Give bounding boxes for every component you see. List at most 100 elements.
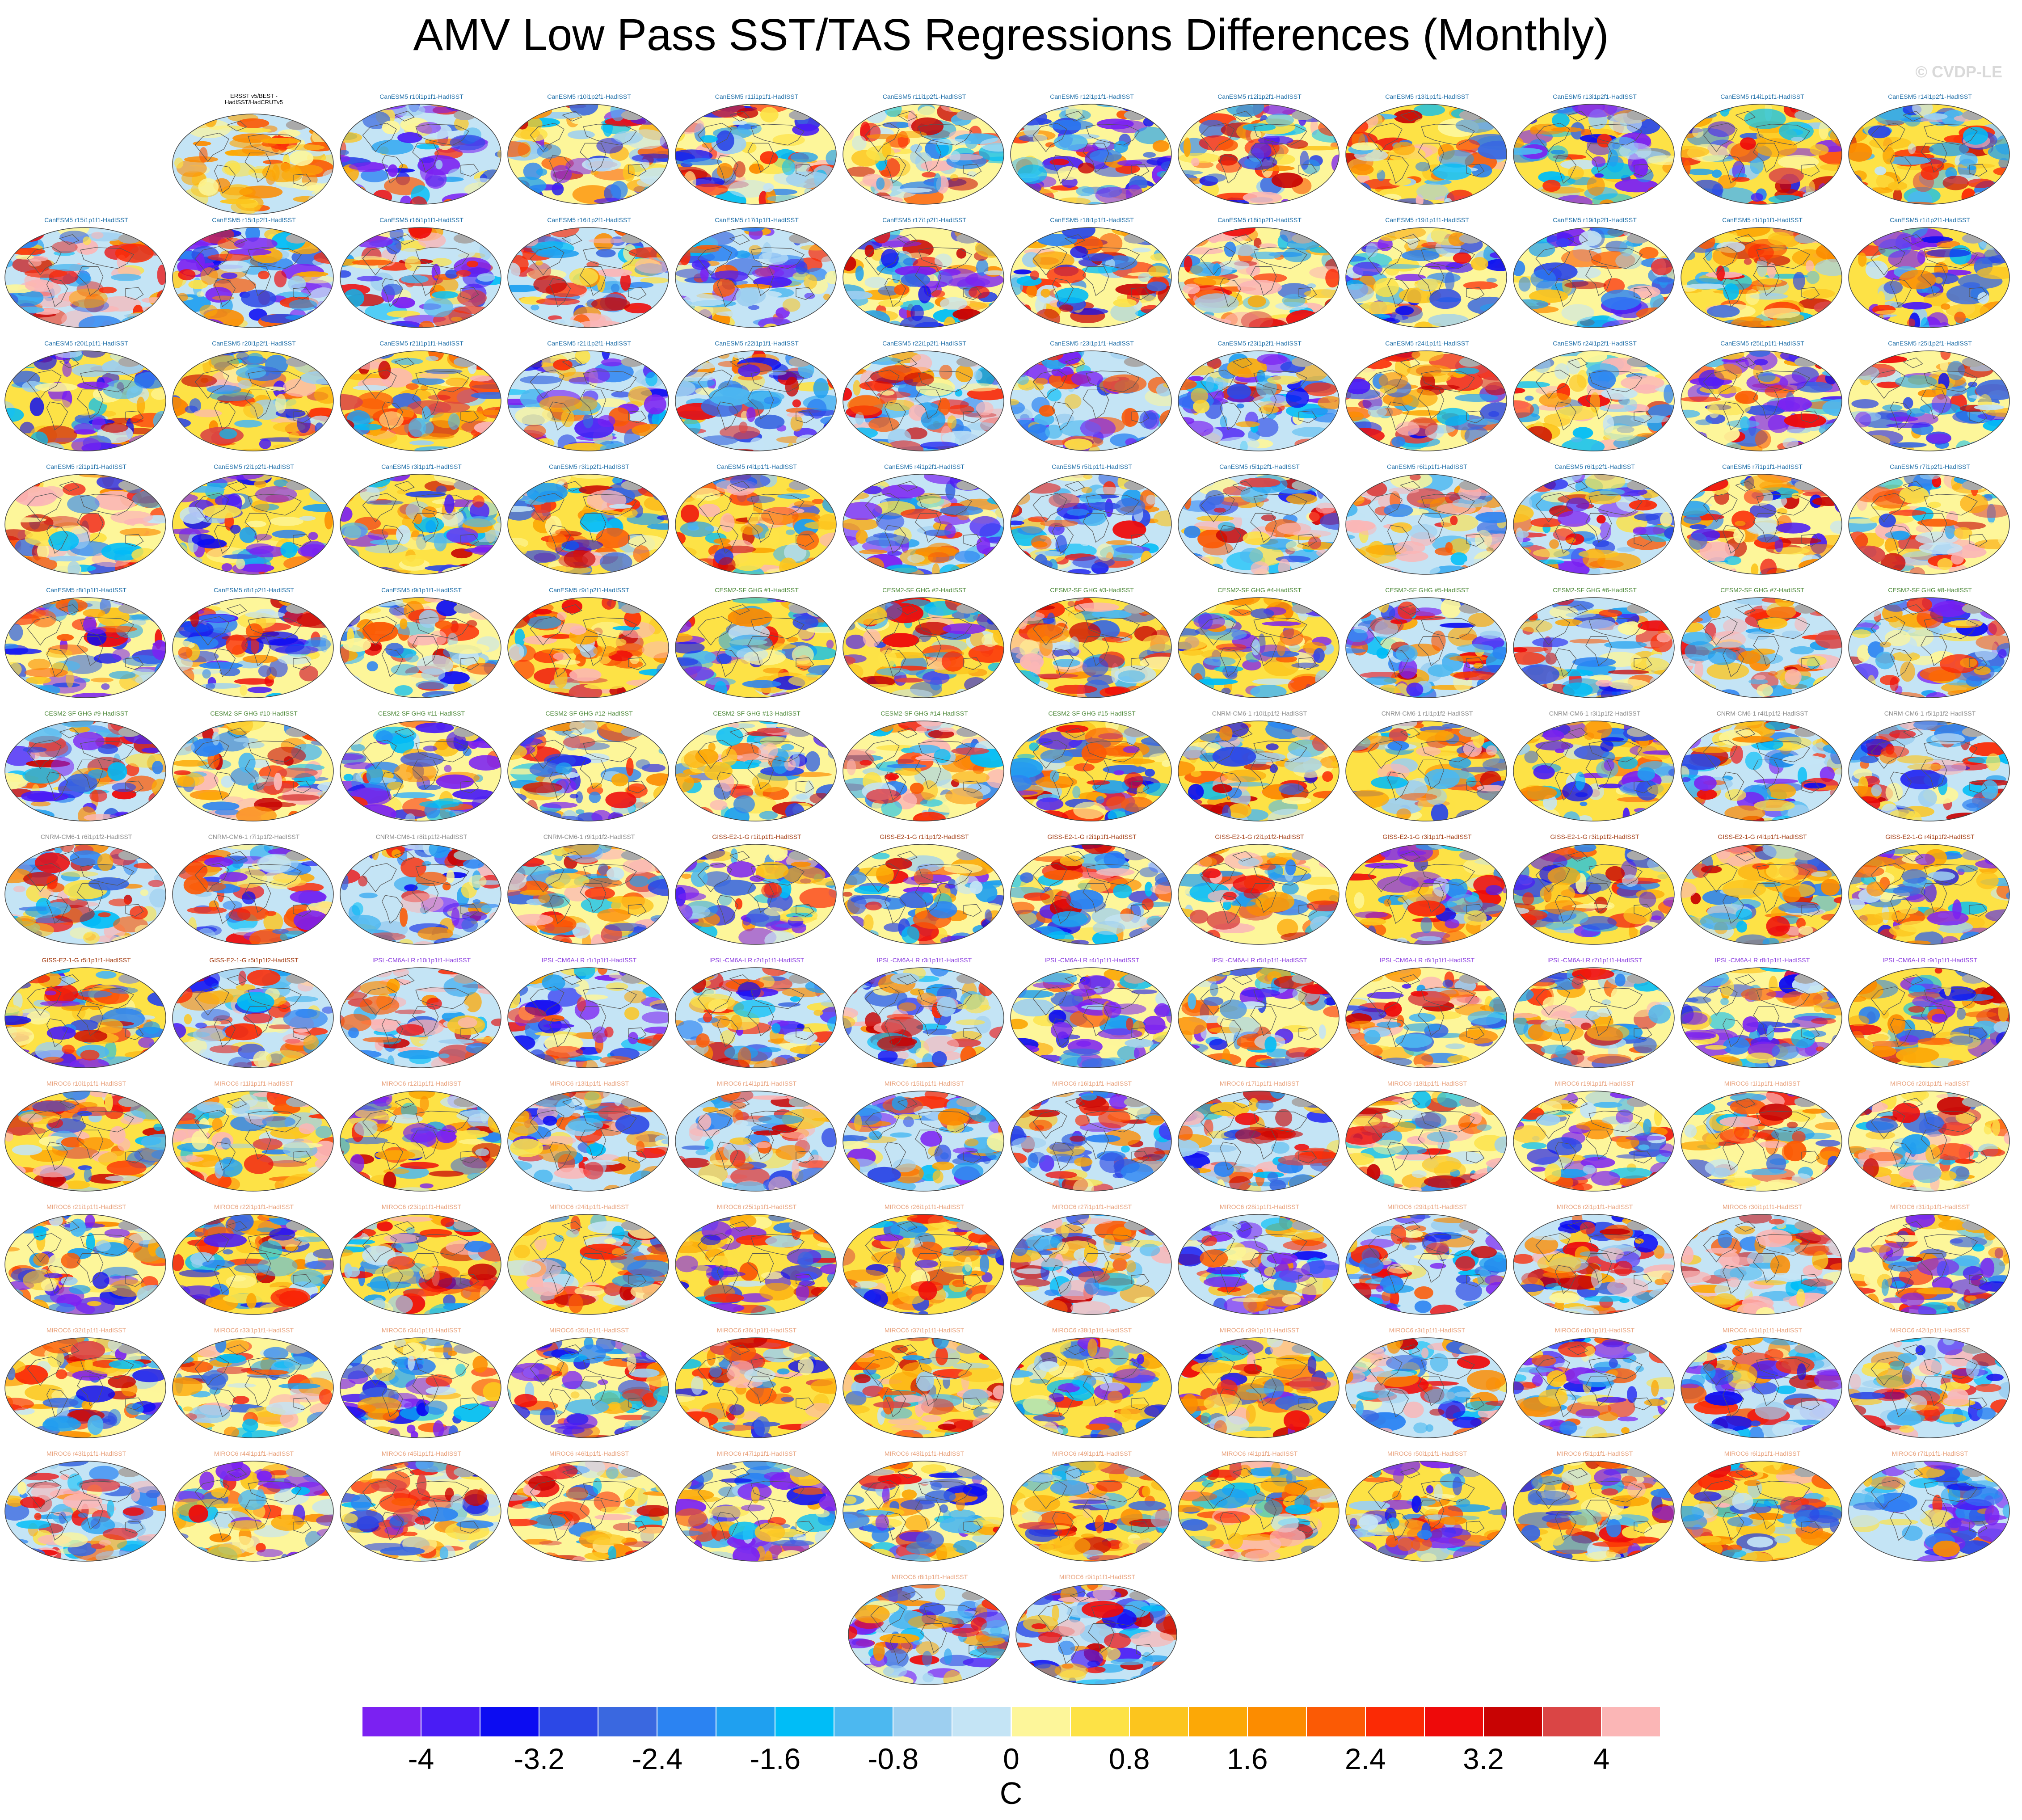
panel-title: CESM2-SF GHG #14-HadISST	[880, 710, 968, 717]
map-panel: MIROC6 r48i1p1f1-HadISST	[842, 1450, 1007, 1567]
map-panel: CanESM5 r8i1p2f1-HadISST	[171, 586, 337, 704]
map-panel: CanESM5 r10i1p2f1-HadISST	[506, 93, 672, 210]
map-plot	[4, 350, 166, 451]
map-panel: CanESM5 r10i1p1f1-HadISST	[339, 93, 504, 210]
map-panel: GISS-E2-1-G r3i1p1f2-HadISST	[1512, 833, 1677, 950]
map-plot	[1848, 1461, 2010, 1562]
map-panel: MIROC6 r21i1p1f1-HadISST	[4, 1203, 169, 1320]
panel-title: CanESM5 r14i1p2f1-HadISST	[1888, 93, 1972, 100]
map-plot	[340, 104, 501, 205]
map-panel: MIROC6 r25i1p1f1-HadISST	[674, 1203, 839, 1320]
map-panel: CanESM5 r3i1p1f1-HadISST	[339, 463, 504, 580]
panel-title: MIROC6 r3i1p1f1-HadISST	[1389, 1327, 1466, 1334]
panel-title: MIROC6 r26i1p1f1-HadISST	[884, 1203, 965, 1210]
map-panel: CESM2-SF GHG #4-HadISST	[1177, 586, 1342, 704]
map-plot	[842, 350, 1004, 451]
map-plot	[842, 597, 1004, 698]
colorbar-tick-label: -3.2	[514, 1742, 564, 1775]
map-plot	[1681, 597, 1842, 698]
map-plot	[842, 474, 1004, 575]
map-panel: CanESM5 r15i1p1f1-HadISST	[4, 216, 169, 333]
panel-title: CanESM5 r13i1p1f1-HadISST	[1385, 93, 1469, 100]
map-plot	[507, 1461, 669, 1562]
map-panel: CanESM5 r4i1p1f1-HadISST	[674, 463, 839, 580]
colorbar-box	[1306, 1706, 1365, 1737]
map-plot	[172, 474, 334, 575]
map-plot	[1178, 104, 1340, 205]
map-panel: MIROC6 r34i1p1f1-HadISST	[339, 1327, 504, 1444]
map-panel: MIROC6 r45i1p1f1-HadISST	[339, 1450, 504, 1567]
map-panel: MIROC6 r43i1p1f1-HadISST	[4, 1450, 169, 1567]
colorbar-tick-label: 1.6	[1226, 1742, 1268, 1775]
panel-title: CanESM5 r17i1p1f1-HadISST	[715, 216, 799, 223]
panel-title: MIROC6 r14i1p1f1-HadISST	[716, 1080, 797, 1087]
panel-title: CanESM5 r5i1p1f1-HadISST	[1052, 463, 1132, 470]
panel-title: MIROC6 r6i1p1f1-HadISST	[1724, 1450, 1801, 1457]
map-plot	[507, 967, 669, 1068]
map-panel: MIROC6 r1i1p1f1-HadISST	[1680, 1080, 1845, 1197]
map-plot	[4, 1337, 166, 1438]
map-plot	[340, 1091, 501, 1192]
map-plot	[4, 474, 166, 575]
colorbar-box	[775, 1706, 834, 1737]
map-plot	[1513, 1214, 1675, 1315]
panel-title: MIROC6 r4i1p1f1-HadISST	[1221, 1450, 1298, 1457]
panel-title: CanESM5 r8i1p2f1-HadISST	[214, 586, 294, 594]
map-panel: CESM2-SF GHG #10-HadISST	[171, 710, 337, 827]
map-plot	[1178, 1214, 1340, 1315]
map-panel: CanESM5 r8i1p1f1-HadISST	[4, 586, 169, 704]
panel-title: CESM2-SF GHG #1-HadISST	[715, 586, 799, 594]
map-panel: CanESM5 r2i1p2f1-HadISST	[171, 463, 337, 580]
map-plot	[340, 474, 501, 575]
map-panel: IPSL-CM6A-LR r3i1p1f1-HadISST	[842, 956, 1007, 1074]
panel-title: MIROC6 r5i1p1f1-HadISST	[1556, 1450, 1633, 1457]
panel-title: CanESM5 r19i1p2f1-HadISST	[1553, 216, 1637, 223]
map-plot	[1345, 474, 1507, 575]
panel-title: IPSL-CM6A-LR r7i1p1f1-HadISST	[1547, 956, 1643, 964]
map-plot	[1681, 1214, 1842, 1315]
colorbar-box	[1483, 1706, 1542, 1737]
map-panel: CESM2-SF GHG #3-HadISST	[1009, 586, 1175, 704]
map-panel: MIROC6 r49i1p1f1-HadISST	[1009, 1450, 1175, 1567]
map-panel: CanESM5 r6i1p1f1-HadISST	[1344, 463, 1510, 580]
map-plot	[842, 720, 1004, 822]
panel-title: MIROC6 r50i1p1f1-HadISST	[1387, 1450, 1467, 1457]
map-plot	[1345, 104, 1507, 205]
map-panel: MIROC6 r33i1p1f1-HadISST	[171, 1327, 337, 1444]
map-panel: CNRM-CM6-1 r7i1p1f2-HadISST	[171, 833, 337, 950]
map-panel: CESM2-SF GHG #1-HadISST	[674, 586, 839, 704]
panel-title: MIROC6 r40i1p1f1-HadISST	[1554, 1327, 1635, 1334]
map-panel: MIROC6 r50i1p1f1-HadISST	[1344, 1450, 1510, 1567]
panel-title: MIROC6 r16i1p1f1-HadISST	[1052, 1080, 1132, 1087]
map-plot	[1178, 227, 1340, 328]
map-plot	[4, 597, 166, 698]
map-plot	[1010, 1337, 1172, 1438]
panel-title: CanESM5 r15i1p1f1-HadISST	[44, 216, 128, 223]
colorbar-box	[1424, 1706, 1483, 1737]
map-plot	[507, 104, 669, 205]
map-panel: ERSST v5/BEST - HadISST/HadCRUTv5	[171, 93, 337, 215]
panel-title: CanESM5 r10i1p2f1-HadISST	[547, 93, 631, 100]
panel-title: IPSL-CM6A-LR r9i1p1f1-HadISST	[1882, 956, 1978, 964]
panel-title: CanESM5 r14i1p1f1-HadISST	[1720, 93, 1804, 100]
map-plot	[1681, 1337, 1842, 1438]
panel-title: MIROC6 r28i1p1f1-HadISST	[1219, 1203, 1300, 1210]
map-plot	[1345, 844, 1507, 945]
map-panel: IPSL-CM6A-LR r6i1p1f1-HadISST	[1344, 956, 1510, 1074]
map-panel: GISS-E2-1-G r4i1p1f2-HadISST	[1847, 833, 2013, 950]
panel-title: CanESM5 r2i1p1f1-HadISST	[46, 463, 126, 470]
panel-title: CanESM5 r3i1p1f1-HadISST	[381, 463, 462, 470]
map-plot	[1010, 474, 1172, 575]
map-panel: CanESM5 r19i1p1f1-HadISST	[1344, 216, 1510, 333]
map-panel: CESM2-SF GHG #14-HadISST	[842, 710, 1007, 827]
panel-title: MIROC6 r7i1p1f1-HadISST	[1891, 1450, 1968, 1457]
panel-title: MIROC6 r12i1p1f1-HadISST	[381, 1080, 462, 1087]
map-panel: CESM2-SF GHG #15-HadISST	[1009, 710, 1175, 827]
panel-title: CanESM5 r24i1p1f1-HadISST	[1385, 340, 1469, 347]
map-panel: CanESM5 r19i1p2f1-HadISST	[1512, 216, 1677, 333]
panel-title: CanESM5 r19i1p1f1-HadISST	[1385, 216, 1469, 223]
panel-title: MIROC6 r2i1p1f1-HadISST	[1556, 1203, 1633, 1210]
map-panel: CESM2-SF GHG #2-HadISST	[842, 586, 1007, 704]
page-title: AMV Low Pass SST/TAS Regressions Differe…	[413, 10, 1609, 60]
map-panel: CanESM5 r5i1p1f1-HadISST	[1009, 463, 1175, 580]
